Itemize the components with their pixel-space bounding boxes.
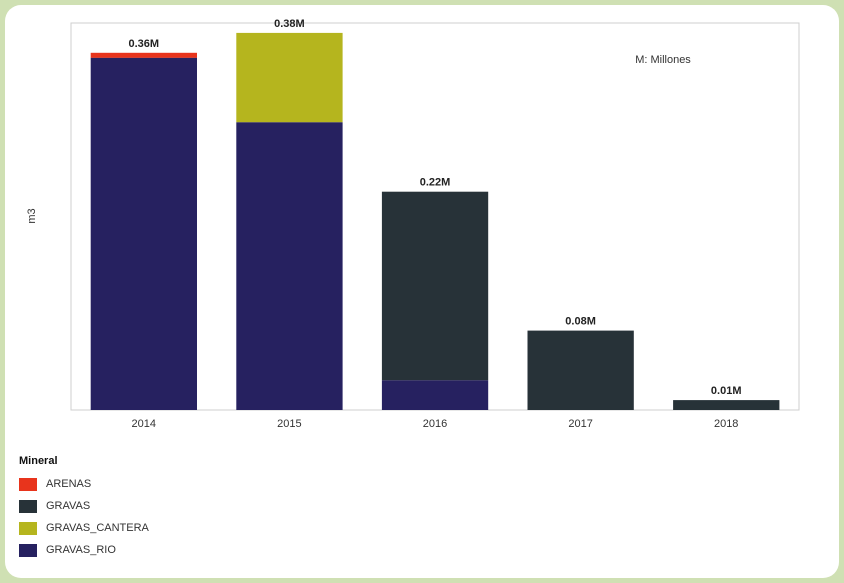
legend-label: GRAVAS	[46, 500, 91, 512]
legend-item: GRAVAS_CANTERA	[19, 517, 149, 539]
bars-group	[90, 32, 780, 410]
y-axis-label: m3	[26, 208, 38, 223]
legend-title: Mineral	[19, 455, 58, 467]
legend-item: GRAVAS_RIO	[19, 539, 149, 561]
units-note: M: Millones	[635, 54, 691, 66]
legend-label: GRAVAS_RIO	[46, 544, 116, 556]
x-tick-label: 2015	[277, 418, 301, 430]
bar-chart: m3 M: Millones 0.36M 0.38M 0.22M 0.08M 0.01M…	[26, 18, 800, 430]
bar-segment	[236, 32, 343, 123]
legend-swatch	[19, 477, 37, 491]
bar-segment	[236, 122, 343, 410]
data-label: 0.01M	[711, 385, 742, 397]
data-label: 0.08M	[565, 316, 596, 328]
data-label: 0.36M	[129, 38, 160, 50]
legend-item: ARENAS	[19, 473, 149, 495]
bar-segment	[381, 191, 489, 381]
chart-panel: m3 M: Millones 0.36M 0.38M 0.22M 0.08M 0.01M…	[5, 5, 839, 578]
legend-label: GRAVAS_CANTERA	[46, 522, 149, 534]
x-tick-label: 2017	[568, 418, 592, 430]
x-tick-label: 2016	[423, 418, 447, 430]
bar-segment	[90, 57, 197, 410]
bar-segment	[673, 400, 780, 410]
legend-label: ARENAS	[46, 478, 92, 490]
x-tick-labels-group: 2014 2015 2016 2017 2018	[132, 418, 739, 430]
bar-segment	[90, 52, 197, 58]
data-labels-group: 0.36M 0.38M 0.22M 0.08M 0.01M	[129, 18, 742, 397]
legend-swatch	[19, 499, 37, 513]
bar-segment	[381, 380, 489, 410]
data-label: 0.38M	[274, 18, 305, 30]
legend-item: GRAVAS	[19, 495, 149, 517]
legend-swatch	[19, 521, 37, 535]
legend-swatch	[19, 543, 37, 557]
x-tick-label: 2018	[714, 418, 738, 430]
data-label: 0.22M	[420, 177, 451, 189]
legend: Mineral ARENAS GRAVAS GRAVAS_CANTERA GRA…	[19, 455, 149, 561]
bar-segment	[527, 330, 634, 410]
x-tick-label: 2014	[132, 418, 156, 430]
